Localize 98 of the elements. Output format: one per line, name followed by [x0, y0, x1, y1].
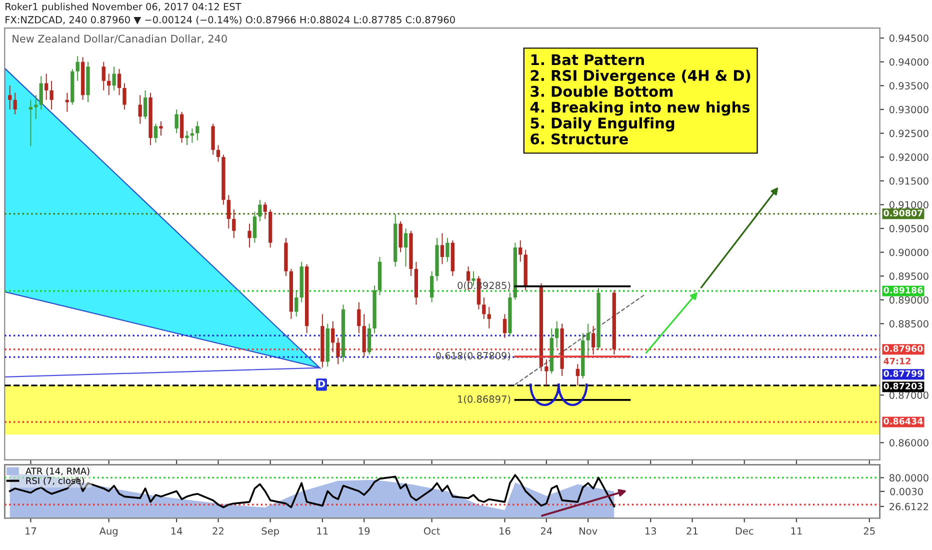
candlestick	[518, 240, 522, 262]
x-tick-label: 24	[540, 527, 552, 535]
candlestick	[13, 92, 17, 115]
candlestick	[487, 306, 491, 329]
candlestick	[248, 223, 252, 248]
candlestick	[180, 111, 184, 144]
ref-line-label: 0.87799	[884, 370, 923, 377]
y-tick-label: 0.90500	[889, 224, 928, 232]
candlestick	[154, 123, 158, 144]
candlestick	[159, 120, 163, 136]
candlestick	[107, 73, 111, 96]
annotation: 1(0.86897)	[458, 395, 510, 404]
candlestick	[122, 82, 126, 110]
ref-line-label: 0.87960	[884, 345, 923, 352]
y-tick-label: 0.93500	[889, 82, 928, 90]
annotation: D	[318, 380, 325, 388]
x-tick-label: 19	[358, 527, 370, 535]
x-tick-label: Dec	[736, 527, 754, 535]
candlestick	[482, 296, 486, 320]
x-tick-label: 22	[212, 527, 224, 535]
y-tick-label: 0.90000	[889, 248, 928, 256]
x-tick-label: 21	[686, 527, 698, 535]
ref-line-label: 0.90807	[884, 210, 922, 216]
x-tick-label: 17	[26, 527, 36, 535]
x-tick-label: Sep	[262, 527, 279, 537]
x-tick-label: Aug	[99, 527, 118, 537]
candlestick	[185, 130, 189, 146]
candlestick	[138, 94, 142, 124]
x-tick-label: 13	[645, 527, 656, 535]
x-tick-label: Oct	[424, 527, 440, 535]
candlestick	[65, 92, 69, 112]
candlestick	[44, 73, 48, 100]
x-tick-label: 11	[791, 527, 802, 535]
candlestick	[34, 94, 38, 120]
ref-line-label: 0.87203	[884, 382, 922, 390]
y-tick-label: 0.94500	[889, 34, 928, 42]
candlestick	[143, 90, 148, 120]
y-tick-label: 0.91000	[889, 201, 928, 208]
text: New Zealand Dollar/Canadian Dollar, 240	[12, 34, 227, 44]
candlestick	[398, 220, 402, 253]
chart-subtitle: Roker1 published November 06, 2017 04:12 EST FX:NZDCAD, 240 0.87960 ▼ −0.00124 (−0.14%) O:0.87966 H:0.88024 L:0.87785 C:0.87960	[6, 2, 455, 25]
y-tick-label: 0.92000	[889, 154, 928, 161]
x-tick-label: 25	[864, 527, 875, 535]
candlestick	[576, 364, 580, 386]
y-tick-label: 0.93000	[889, 106, 928, 114]
ref-line-label: 0.86434	[884, 418, 923, 425]
annotation: 1. Bat Pattern 2. RSI Divergence (4H & D) 3. Double Bottom 4. Breaking into new highs 5. Daily Engulfing 6. Structure	[530, 54, 750, 144]
candlestick	[294, 290, 298, 318]
candlestick	[252, 211, 257, 244]
candlestick	[211, 123, 215, 156]
candlestick	[174, 108, 178, 134]
candlestick	[76, 56, 80, 82]
candlestick	[367, 323, 372, 356]
candlestick	[117, 68, 122, 96]
x-tick-label: Nov	[580, 527, 598, 535]
candlestick	[112, 66, 116, 91]
y-tick-label: 0.89500	[889, 272, 928, 280]
candlestick	[102, 61, 106, 91]
candlestick	[50, 80, 54, 110]
x-tick-label: 11	[317, 527, 328, 535]
y-tick-label: 0.88500	[889, 320, 928, 328]
candlestick	[357, 302, 361, 334]
y-tick-label: 0.91500	[889, 177, 928, 185]
x-tick-label: 14	[171, 527, 182, 535]
ref-line-label: 0.89186	[884, 286, 923, 294]
legend-label: ATR (14, RMA)	[25, 467, 90, 476]
candlestick	[258, 199, 262, 222]
candlestick	[331, 320, 335, 353]
candlestick	[591, 326, 596, 356]
candlestick	[8, 85, 12, 110]
annotation: 0.618(0.87809)	[436, 352, 510, 361]
candlestick	[544, 358, 548, 386]
candlestick	[39, 76, 43, 110]
candlestick	[430, 270, 434, 303]
candlestick	[226, 194, 230, 229]
candlestick	[440, 232, 444, 265]
candlestick	[446, 237, 450, 262]
candlestick	[336, 337, 340, 365]
candlestick	[263, 202, 267, 220]
x-tick-label: 16	[500, 527, 510, 535]
y-tick-label: 80.0000	[889, 474, 928, 482]
y2-tick-label: 0.0030	[890, 488, 923, 496]
line-series	[8, 474, 616, 508]
y-tick-label: 0.94000	[889, 58, 928, 66]
y-tick-label: 0.92500	[889, 130, 928, 138]
candlestick	[502, 314, 507, 338]
candlestick	[555, 320, 559, 348]
candlestick	[586, 323, 590, 358]
candlestick	[404, 228, 408, 268]
candlestick	[232, 208, 236, 238]
candlestick	[196, 120, 200, 141]
candlestick	[216, 144, 220, 162]
y-tick-label: 26.6122	[890, 502, 928, 510]
text: 47:12	[884, 358, 910, 364]
y-tick-label: 0.89000	[889, 296, 928, 304]
candlestick	[28, 99, 33, 147]
legend-label: RSI (7, close)	[26, 477, 84, 486]
y-tick-label: 0.86000	[889, 439, 928, 446]
